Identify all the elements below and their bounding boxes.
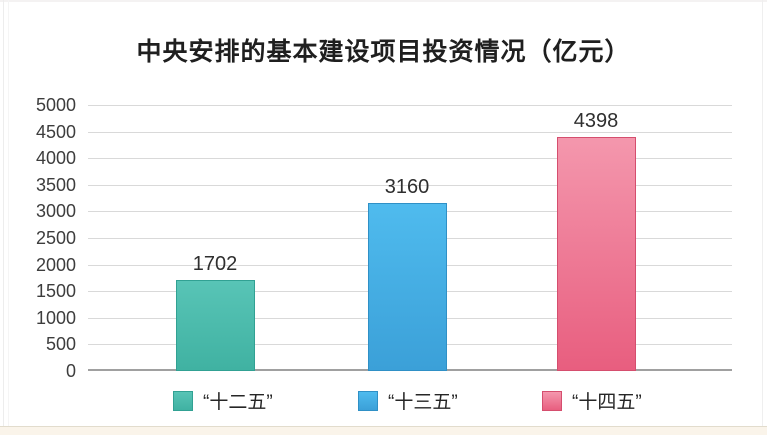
gridline <box>88 158 732 159</box>
legend-swatch <box>542 390 562 411</box>
legend-item: “十三五” <box>358 387 458 414</box>
gridline <box>88 105 732 106</box>
y-axis-tick-label: 3000 <box>35 201 76 221</box>
y-axis-tick-label: 5000 <box>35 95 76 115</box>
legend-item: “十四五” <box>542 387 642 414</box>
bar-2 <box>368 203 447 371</box>
chart-title: 中央安排的基本建设项目投资情况（亿元） <box>136 39 631 66</box>
legend-label: “十四五” <box>572 392 642 413</box>
legend-swatch <box>358 390 378 411</box>
bar-1 <box>176 280 255 371</box>
y-axis-tick-label: 1500 <box>35 281 76 301</box>
y-axis-tick-label: 2500 <box>35 228 76 248</box>
legend-label: “十二五” <box>203 392 273 413</box>
y-axis-tick-label: 1000 <box>35 308 76 328</box>
page-top-edge-line <box>0 0 767 2</box>
y-axis-tick-label: 4500 <box>35 122 76 142</box>
plot-area: 1702 3160 4398 <box>88 105 732 371</box>
bar-value-label: 3160 <box>384 176 430 198</box>
legend-item: “十二五” <box>173 387 273 414</box>
y-axis-tick-label: 2000 <box>35 255 76 275</box>
y-axis-tick-label: 3500 <box>35 175 76 195</box>
page-right-edge-line <box>762 0 763 435</box>
legend: “十二五” “十三五” “十四五” <box>0 387 767 414</box>
page-left-edge-line <box>3 0 4 435</box>
y-axis: 0 500 1000 1500 2000 2500 3000 3500 4000 4500 5000 <box>0 95 76 381</box>
bar-value-label: 4398 <box>573 110 619 132</box>
legend-label: “十三五” <box>388 392 458 413</box>
bottom-strip <box>0 426 767 435</box>
bar-3 <box>557 137 636 371</box>
gridline <box>88 185 732 186</box>
legend-swatch <box>173 390 193 411</box>
bar-value-label: 1702 <box>192 253 238 275</box>
y-axis-tick-label: 0 <box>65 361 76 381</box>
page-left-edge-line-2 <box>8 0 9 435</box>
y-axis-tick-label: 4000 <box>35 148 76 168</box>
y-axis-tick-label: 500 <box>45 334 76 354</box>
gridline <box>88 132 732 133</box>
